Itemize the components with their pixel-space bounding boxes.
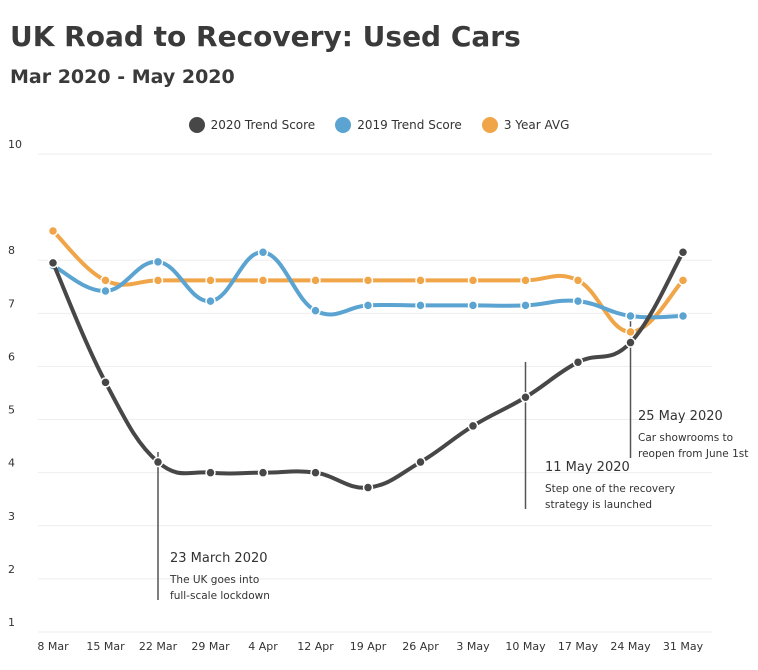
legend-item-2020[interactable]: 2020 Trend Score [188,117,316,133]
point-2020-9 [520,391,531,403]
annotation-title-0: 23 March 2020 [170,551,268,566]
point-2020-8 [467,420,479,432]
x-tick-label-3: 29 Mar [191,640,230,653]
point-3yr-avg-6 [362,275,374,286]
x-tick-label-8: 3 May [456,640,490,653]
point-2019-5 [310,305,321,316]
point-2019-12 [677,310,689,322]
y-tick-label-10: 10 [8,138,22,151]
point-3yr-avg-4 [257,275,269,286]
point-2019-9 [520,300,531,311]
x-tick-label-10: 17 May [558,640,599,653]
point-2020-4 [257,467,269,478]
annotation-text-2-0: Car showrooms to [638,432,733,444]
point-2019-6 [362,300,374,311]
legend-swatch-2020 [188,117,205,133]
x-tick-label-12: 31 May [663,640,704,653]
legend-label-2019: 2019 Trend Score [357,118,462,132]
y-tick-label-1: 1 [8,616,15,629]
point-2020-6 [362,482,374,493]
y-tick-label-2: 2 [8,563,15,576]
annotation-title-2: 25 May 2020 [638,409,723,424]
x-tick-label-2: 22 Mar [139,640,178,653]
point-2020-11 [625,337,636,348]
x-tick-label-7: 26 Apr [402,640,439,653]
annotation-text-0-1: full-scale lockdown [170,590,270,602]
legend-label-3yr-avg: 3 Year AVG [503,118,570,132]
point-2019-7 [415,300,426,311]
x-tick-label-1: 15 Mar [86,640,125,653]
chart-subtitle: Mar 2020 - May 2020 [10,66,235,88]
annotation-title-1: 11 May 2020 [545,460,630,475]
point-2020-1 [100,377,111,388]
y-tick-label-7: 7 [8,297,15,310]
point-2020-12 [677,247,689,258]
annotation-text-0-0: The UK goes into [169,574,259,586]
point-2019-3 [205,295,216,307]
chart-title: UK Road to Recovery: Used Cars [10,20,521,53]
legend-item-2019[interactable]: 2019 Trend Score [335,117,462,133]
x-tick-label-9: 10 May [505,640,546,653]
point-2019-4 [257,247,269,258]
y-tick-label-6: 6 [8,350,15,363]
point-3yr-avg-5 [310,275,321,286]
point-2020-2 [152,456,164,468]
point-3yr-avg-0 [47,225,59,237]
legend-item-3yr-avg[interactable]: 3 Year AVG [481,117,570,133]
point-2020-3 [205,467,216,478]
legend-swatch-3yr-avg [481,117,498,133]
x-tick-label-5: 12 Apr [297,640,334,653]
point-2020-7 [415,456,426,468]
y-tick-label-5: 5 [8,404,15,417]
annotation-text-2-1: reopen from June 1st [638,448,748,460]
x-tick-label-0: 8 Mar [37,640,69,653]
point-3yr-avg-11 [625,326,636,338]
point-2020-5 [310,467,321,478]
legend-swatch-2019 [335,117,352,133]
y-tick-label-4: 4 [8,457,15,470]
point-3yr-avg-1 [100,275,111,286]
legend-label-2020: 2020 Trend Score [210,118,316,132]
point-2019-1 [100,285,111,297]
y-tick-label-8: 8 [8,244,15,257]
point-3yr-avg-2 [152,275,164,286]
y-tick-label-3: 3 [8,510,15,523]
point-3yr-avg-9 [520,275,531,286]
chart-legend: 2020 Trend Score 2019 Trend Score 3 Year… [0,117,758,133]
point-3yr-avg-10 [572,275,584,286]
point-2020-0 [47,257,59,269]
point-3yr-avg-3 [205,275,216,286]
point-3yr-avg-7 [415,275,426,286]
point-2019-8 [467,300,479,311]
point-2019-2 [152,256,164,268]
point-3yr-avg-12 [677,275,689,286]
annotation-text-1-0: Step one of the recovery [545,483,675,495]
point-3yr-avg-8 [467,275,479,286]
x-tick-label-6: 19 Apr [350,640,387,653]
x-tick-label-4: 4 Apr [248,640,278,653]
annotation-text-1-1: strategy is launched [545,499,652,511]
point-2019-11 [625,310,636,322]
point-2019-10 [572,295,584,307]
x-tick-label-11: 24 May [610,640,651,653]
point-2020-10 [572,356,584,368]
